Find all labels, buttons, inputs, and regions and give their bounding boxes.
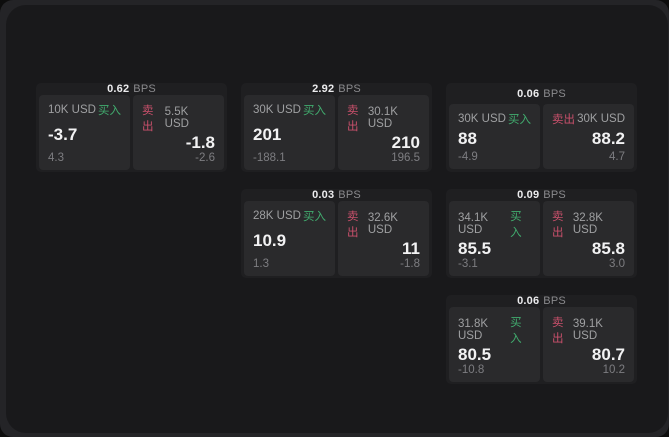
sell-price: 85.8 xyxy=(591,239,625,258)
buy-price: 10.9 xyxy=(253,231,287,250)
buy-delta: 4.3 xyxy=(48,151,64,164)
quote-card: 0.09 BPS 34.1K USD 买入 85.5 -3.1 卖出 xyxy=(446,189,637,278)
buy-label: 买入 xyxy=(303,105,326,117)
buy-label: 买入 xyxy=(303,211,326,223)
sell-label: 卖出 xyxy=(552,317,564,345)
quote-card: 0.62 BPS 10K USD 买入 -3.7 4.3 卖出 xyxy=(36,83,227,172)
spread-header: 0.62 BPS xyxy=(39,83,224,95)
spread-value: 0.03 xyxy=(312,189,335,201)
spread-header: 0.03 BPS xyxy=(244,189,429,201)
sell-panel[interactable]: 卖出 39.1K USD 80.7 10.2 xyxy=(543,307,634,382)
buy-size: 34.1K USD xyxy=(458,212,489,236)
buy-delta: -188.1 xyxy=(253,151,286,164)
bps-unit-label: BPS xyxy=(543,189,566,201)
buy-size: 10K USD xyxy=(48,104,96,116)
sell-panel[interactable]: 卖出 30K USD 88.2 4.7 xyxy=(543,104,634,169)
sell-price: 11 xyxy=(402,239,420,258)
spread-value: 0.06 xyxy=(517,87,540,100)
buy-delta: -3.1 xyxy=(458,257,478,270)
buy-size: 28K USD xyxy=(253,210,301,222)
sell-label: 卖出 xyxy=(142,105,154,133)
spread-value: 0.09 xyxy=(517,189,540,201)
sell-delta: 4.7 xyxy=(609,151,625,163)
buy-label: 买入 xyxy=(510,317,522,345)
content-panel: 0.62 BPS 10K USD 买入 -3.7 4.3 卖出 xyxy=(6,5,668,433)
sell-size: 5.5K USD xyxy=(164,106,189,130)
spread-header: 0.06 BPS xyxy=(449,83,634,104)
buy-panel[interactable]: 34.1K USD 买入 85.5 -3.1 xyxy=(449,201,540,276)
buy-size: 30K USD xyxy=(458,113,506,125)
sell-price: 88.2 xyxy=(591,129,625,149)
buy-price: 201 xyxy=(253,125,282,144)
sell-price: 80.7 xyxy=(591,345,625,364)
sell-panel[interactable]: 卖出 32.6K USD 11 -1.8 xyxy=(338,201,429,276)
sell-label: 卖出 xyxy=(347,211,359,239)
quote-card: 0.06 BPS 31.8K USD 买入 80.5 -10.8 卖 xyxy=(446,295,637,384)
buy-price: -3.7 xyxy=(48,125,78,144)
sell-label: 卖出 xyxy=(347,105,359,133)
quote-card: 0.06 BPS 30K USD 买入 88 -4.9 卖出 xyxy=(446,83,637,172)
buy-delta: -4.9 xyxy=(458,151,478,163)
sell-delta: -1.8 xyxy=(400,257,420,270)
buy-delta: -10.8 xyxy=(458,363,485,376)
spread-value: 2.92 xyxy=(312,83,335,95)
buy-panel[interactable]: 10K USD 买入 -3.7 4.3 xyxy=(39,95,130,170)
sell-size: 30K USD xyxy=(577,113,625,125)
sell-delta: 196.5 xyxy=(391,151,420,164)
spread-header: 2.92 BPS xyxy=(244,83,429,95)
spread-value: 0.62 xyxy=(107,83,130,95)
sell-delta: 10.2 xyxy=(602,363,625,376)
buy-label: 买入 xyxy=(510,211,522,239)
buy-label: 买入 xyxy=(508,114,531,126)
sell-size: 32.8K USD xyxy=(572,212,603,236)
sell-panel[interactable]: 卖出 32.8K USD 85.8 3.0 xyxy=(543,201,634,276)
sell-price: -1.8 xyxy=(185,133,215,152)
buy-panel[interactable]: 30K USD 买入 201 -188.1 xyxy=(244,95,335,170)
quote-card: 0.03 BPS 28K USD 买入 10.9 1.3 卖出 xyxy=(241,189,432,278)
buy-price: 85.5 xyxy=(458,239,492,258)
bps-unit-label: BPS xyxy=(543,87,566,100)
sell-price: 210 xyxy=(391,133,420,152)
bps-unit-label: BPS xyxy=(338,189,361,201)
sell-delta: 3.0 xyxy=(609,257,625,270)
quote-card-grid: 0.62 BPS 10K USD 买入 -3.7 4.3 卖出 xyxy=(36,83,637,384)
buy-delta: 1.3 xyxy=(253,257,269,270)
sell-label: 卖出 xyxy=(552,114,575,126)
spread-header: 0.09 BPS xyxy=(449,189,634,201)
buy-panel[interactable]: 30K USD 买入 88 -4.9 xyxy=(449,104,540,169)
buy-size: 31.8K USD xyxy=(458,318,489,342)
sell-size: 39.1K USD xyxy=(572,318,603,342)
spread-value: 0.06 xyxy=(517,295,540,307)
buy-size: 30K USD xyxy=(253,104,301,116)
buy-panel[interactable]: 31.8K USD 买入 80.5 -10.8 xyxy=(449,307,540,382)
sell-panel[interactable]: 卖出 5.5K USD -1.8 -2.6 xyxy=(133,95,224,170)
sell-label: 卖出 xyxy=(552,211,564,239)
sell-size: 32.6K USD xyxy=(367,212,398,236)
sell-panel[interactable]: 卖出 30.1K USD 210 196.5 xyxy=(338,95,429,170)
buy-panel[interactable]: 28K USD 买入 10.9 1.3 xyxy=(244,201,335,276)
buy-price: 88 xyxy=(458,129,477,149)
bps-unit-label: BPS xyxy=(338,83,361,95)
quote-card: 2.92 BPS 30K USD 买入 201 -188.1 卖出 xyxy=(241,83,432,172)
buy-label: 买入 xyxy=(98,105,121,117)
sell-delta: -2.6 xyxy=(195,151,215,164)
spread-header: 0.06 BPS xyxy=(449,295,634,307)
bps-unit-label: BPS xyxy=(133,83,156,95)
sell-size: 30.1K USD xyxy=(367,106,398,130)
bps-unit-label: BPS xyxy=(543,295,566,307)
buy-price: 80.5 xyxy=(458,345,492,364)
